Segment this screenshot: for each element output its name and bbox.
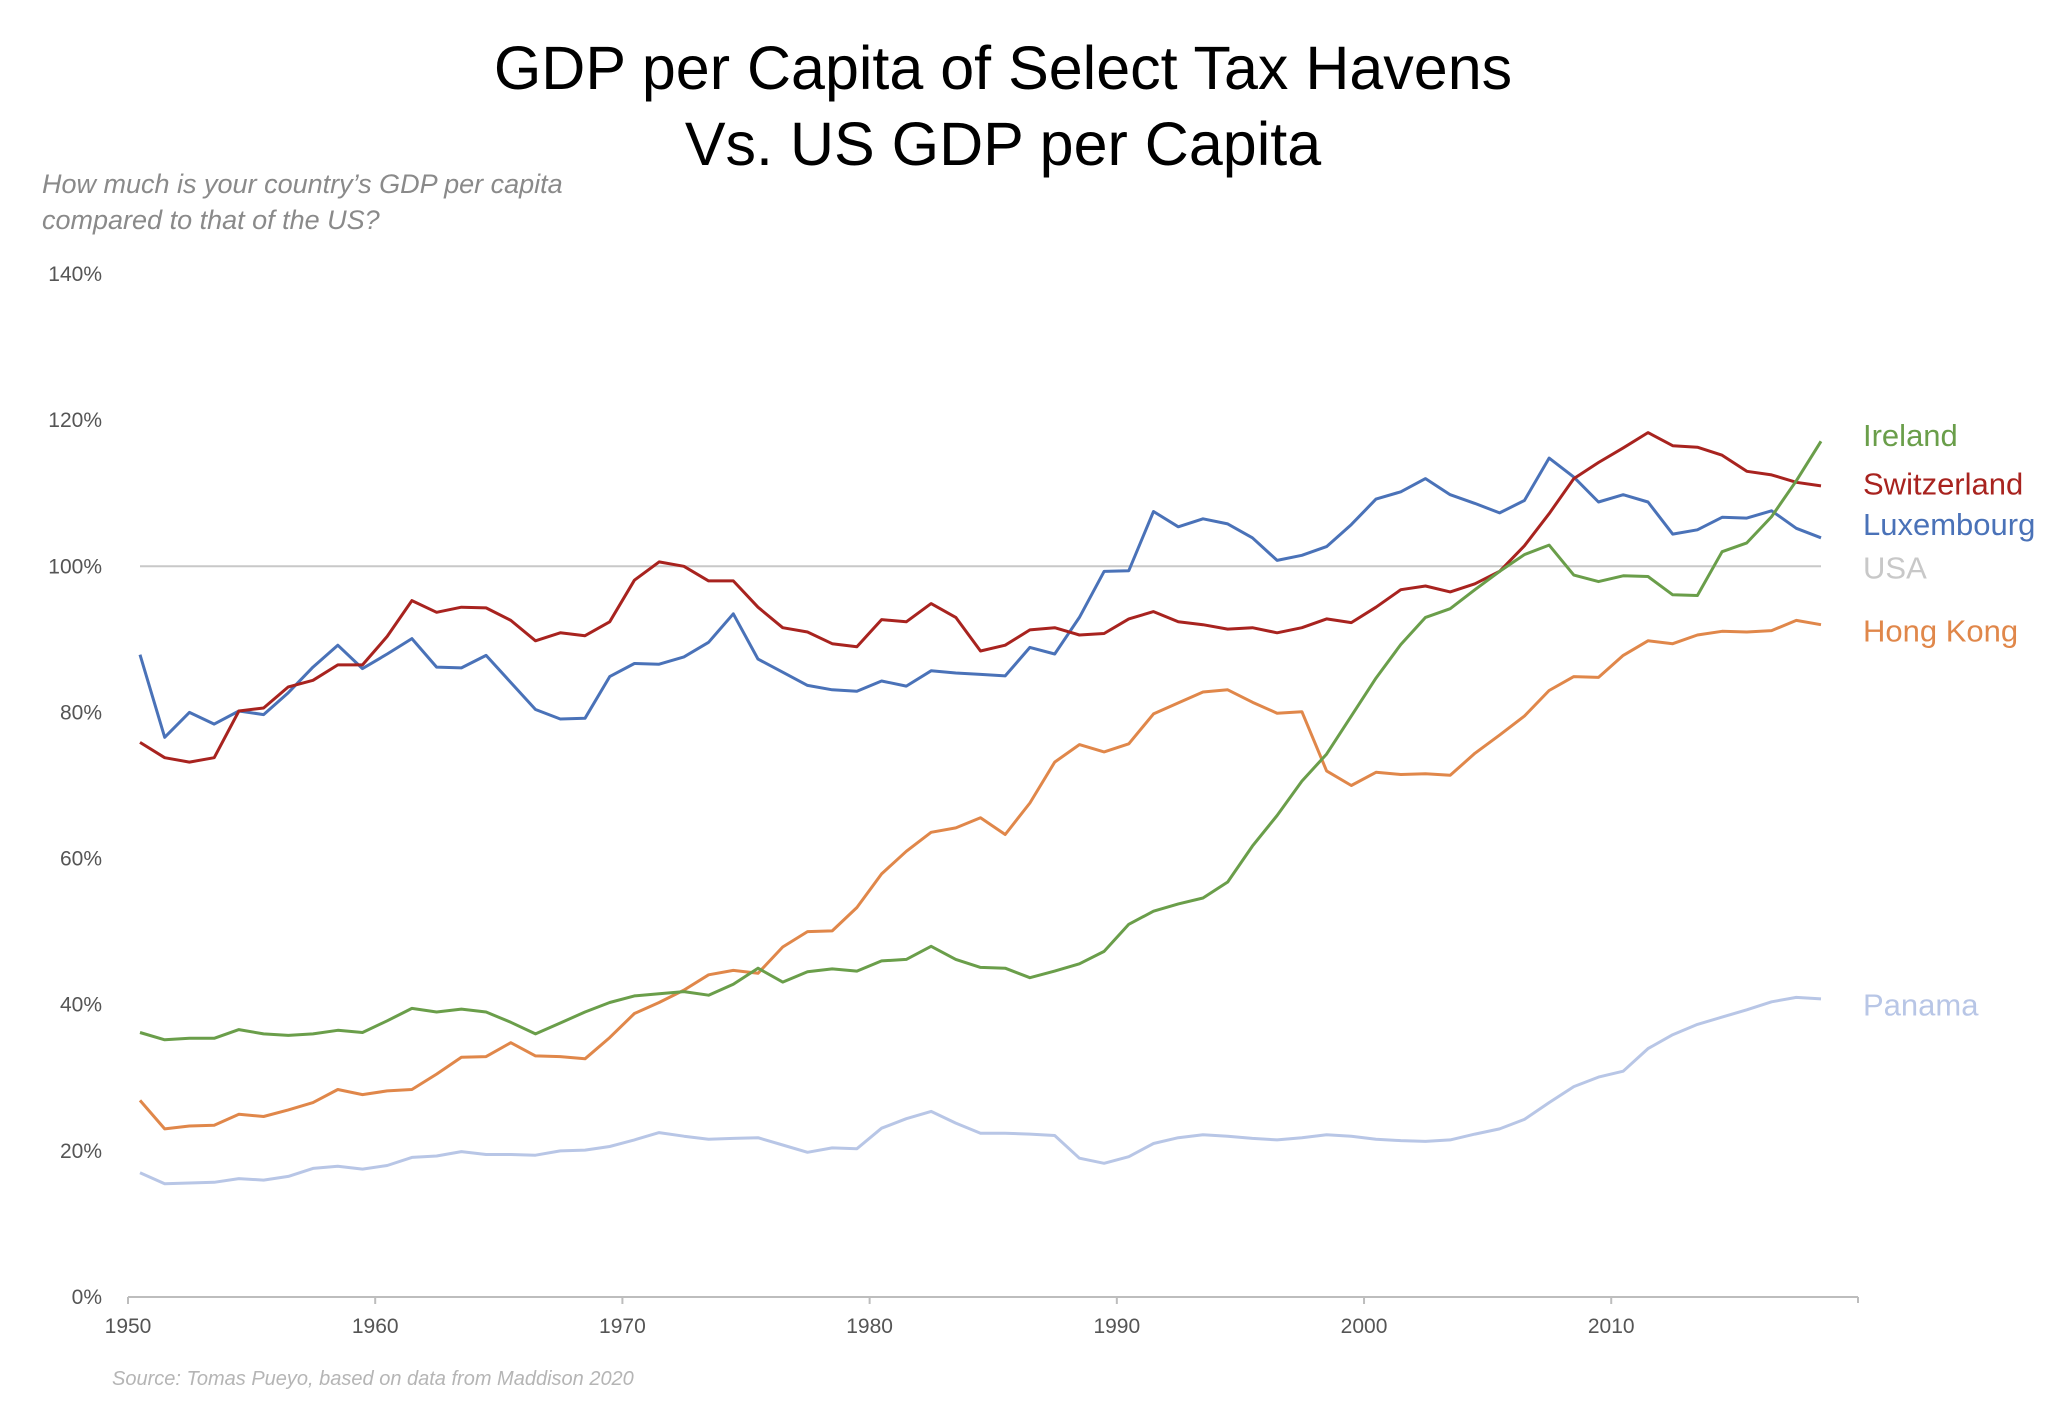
series-line-hong-kong xyxy=(138,618,1822,1131)
chart-title-line-1: GDP per Capita of Select Tax Havens xyxy=(493,34,1513,102)
x-tick-label: 1960 xyxy=(352,1315,399,1338)
series-label-ireland: Ireland xyxy=(1863,418,1958,453)
series-label-panama: Panama xyxy=(1863,988,1979,1023)
x-tick-label: 2000 xyxy=(1341,1315,1388,1338)
series-line-luxembourg xyxy=(138,456,1822,739)
x-tick-label: 1980 xyxy=(846,1315,893,1338)
x-tick-label: 1990 xyxy=(1093,1315,1140,1338)
y-tick-label: 140% xyxy=(48,263,102,286)
x-tick-label: 1950 xyxy=(105,1315,152,1338)
series-labels: Ireland Switzerland Luxembourg USA Hong Kong… xyxy=(1863,418,2035,1023)
chart-title-line-2: Vs. US GDP per Capita xyxy=(684,110,1322,178)
series-label-luxembourg: Luxembourg xyxy=(1863,507,2035,542)
y-axis: 0% 20% 40% 60% 80% 100% 120% 140% xyxy=(48,263,102,1309)
series-line-ireland xyxy=(139,440,1823,1042)
x-tick-label: 2010 xyxy=(1588,1315,1635,1338)
series-line-panama xyxy=(139,995,1822,1186)
y-tick-label: 60% xyxy=(60,848,102,871)
series-label-hong-kong: Hong Kong xyxy=(1863,614,2018,649)
x-tick-label: 1970 xyxy=(599,1315,646,1338)
y-tick-label: 40% xyxy=(60,994,102,1017)
source-note: Source: Tomas Pueyo, based on data from … xyxy=(112,1368,634,1390)
y-tick-label: 80% xyxy=(60,701,102,724)
series-lines xyxy=(138,431,1823,1186)
y-tick-label: 120% xyxy=(48,409,102,432)
series-line-switzerland xyxy=(139,431,1822,764)
y-tick-label: 0% xyxy=(72,1286,102,1309)
chart-subtitle: How much is your country’s GDP per capit… xyxy=(42,169,563,235)
y-tick-label: 20% xyxy=(60,1140,102,1163)
y-tick-label: 100% xyxy=(48,555,102,578)
series-label-switzerland: Switzerland xyxy=(1863,467,2023,502)
x-axis: 1950 1960 1970 1980 1990 2000 2010 xyxy=(105,1296,1859,1338)
series-label-usa: USA xyxy=(1863,551,1927,586)
